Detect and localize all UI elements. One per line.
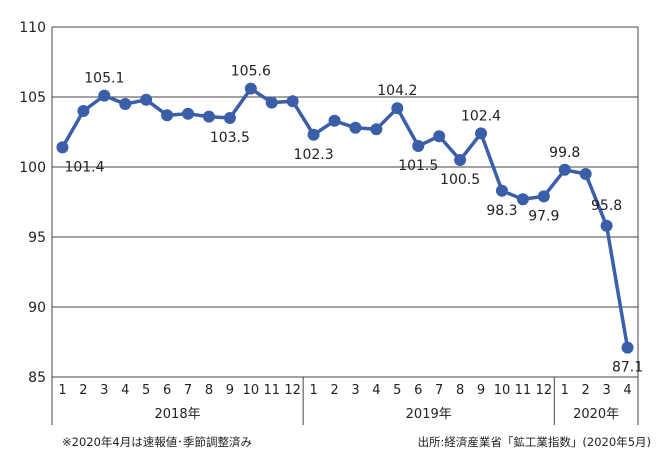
data-point xyxy=(202,110,215,123)
data-point xyxy=(307,128,320,141)
x-tick-label: 10 xyxy=(494,383,511,398)
data-point xyxy=(161,109,174,122)
data-label: 102.4 xyxy=(461,108,501,124)
data-point xyxy=(328,114,341,127)
y-tick-label: 85 xyxy=(28,370,46,386)
series-line xyxy=(60,86,630,348)
data-point xyxy=(579,168,592,180)
data-point xyxy=(621,341,634,354)
x-tick-label: 12 xyxy=(536,383,553,398)
data-label: 97.9 xyxy=(528,208,559,224)
source-note: 出所:経済産業省「鉱工業指数」(2020年5月) xyxy=(417,435,651,449)
year-labels: 2018年 2019年 2020年 xyxy=(155,407,620,422)
year-label: 2019年 xyxy=(406,407,452,422)
data-point xyxy=(370,123,383,136)
x-tick-label: 11 xyxy=(263,383,280,398)
data-point xyxy=(391,102,404,115)
x-tick-label: 8 xyxy=(456,383,464,398)
data-point xyxy=(600,219,613,232)
data-point xyxy=(475,127,488,140)
data-point xyxy=(140,93,153,106)
data-label: 101.4 xyxy=(64,159,104,175)
x-tick-label: 9 xyxy=(226,383,234,398)
x-tick-label: 2 xyxy=(330,383,338,398)
data-point xyxy=(537,190,550,203)
x-tick-label: 1 xyxy=(309,383,317,398)
data-point xyxy=(119,98,132,110)
data-point xyxy=(433,130,446,143)
x-tick-label: 12 xyxy=(284,383,301,398)
data-label: 95.8 xyxy=(591,198,622,214)
axes xyxy=(51,27,639,425)
y-tick-label: 95 xyxy=(28,230,46,246)
data-label: 100.5 xyxy=(440,172,480,188)
y-tick-label: 90 xyxy=(28,300,46,316)
data-labels: 101.4 105.1 103.5 105.6 102.3 104.2 101.5100.5… xyxy=(64,64,643,376)
x-tick-label: 10 xyxy=(243,383,260,398)
x-tick-label: 1 xyxy=(561,383,569,398)
y-tick-label: 105 xyxy=(19,90,46,106)
data-point xyxy=(454,154,467,166)
x-tick-label: 7 xyxy=(184,383,192,398)
x-tick-label: 3 xyxy=(351,383,359,398)
data-point xyxy=(244,82,257,95)
data-point xyxy=(77,105,90,117)
data-label: 87.1 xyxy=(612,360,643,376)
gridlines xyxy=(52,26,638,378)
data-label: 105.6 xyxy=(231,64,271,80)
x-tick-labels: 1 2 3 4 5 6 7 8 9 10 11 12 1 2 3 4 5 6 7 8 9 10 11 12 1 2 3 4 xyxy=(58,383,631,398)
data-label: 102.3 xyxy=(294,147,334,163)
x-tick-label: 5 xyxy=(142,383,150,398)
x-tick-label: 2 xyxy=(582,383,590,398)
y-tick-label: 110 xyxy=(19,20,46,36)
data-point xyxy=(412,140,425,152)
data-point xyxy=(558,163,571,176)
year-label: 2020年 xyxy=(573,407,619,422)
x-tick-label: 5 xyxy=(393,383,401,398)
data-point xyxy=(56,141,69,154)
x-tick-label: 4 xyxy=(623,383,631,398)
x-tick-label: 1 xyxy=(58,383,66,398)
x-tick-label: 4 xyxy=(121,383,129,398)
x-tick-label: 9 xyxy=(477,383,485,398)
year-label: 2018年 xyxy=(155,407,201,422)
data-point xyxy=(98,89,111,102)
data-label: 103.5 xyxy=(210,130,250,146)
data-point xyxy=(495,184,508,197)
x-tick-label: 7 xyxy=(435,383,443,398)
x-tick-label: 6 xyxy=(414,383,422,398)
data-label: 104.2 xyxy=(377,83,417,99)
x-tick-label: 8 xyxy=(205,383,213,398)
data-point xyxy=(265,96,278,109)
data-label: 99.8 xyxy=(549,145,580,161)
x-tick-label: 2 xyxy=(79,383,87,398)
data-label: 98.3 xyxy=(486,203,517,219)
x-tick-label: 6 xyxy=(163,383,171,398)
footnote: ※2020年4月は速報値･季節調整済み xyxy=(62,435,252,449)
data-point xyxy=(223,112,236,124)
data-point xyxy=(516,193,529,206)
x-tick-label: 3 xyxy=(602,383,610,398)
x-tick-label: 11 xyxy=(515,383,532,398)
y-tick-labels: 85 90 95 100 105 110 xyxy=(19,20,46,386)
y-tick-label: 100 xyxy=(19,160,46,176)
data-point xyxy=(286,95,299,108)
series xyxy=(56,82,634,354)
data-label: 105.1 xyxy=(84,71,124,87)
x-tick-label: 4 xyxy=(372,383,380,398)
data-label: 101.5 xyxy=(398,158,438,174)
data-point xyxy=(182,107,195,120)
x-tick-label: 3 xyxy=(100,383,108,398)
data-point xyxy=(349,121,362,134)
